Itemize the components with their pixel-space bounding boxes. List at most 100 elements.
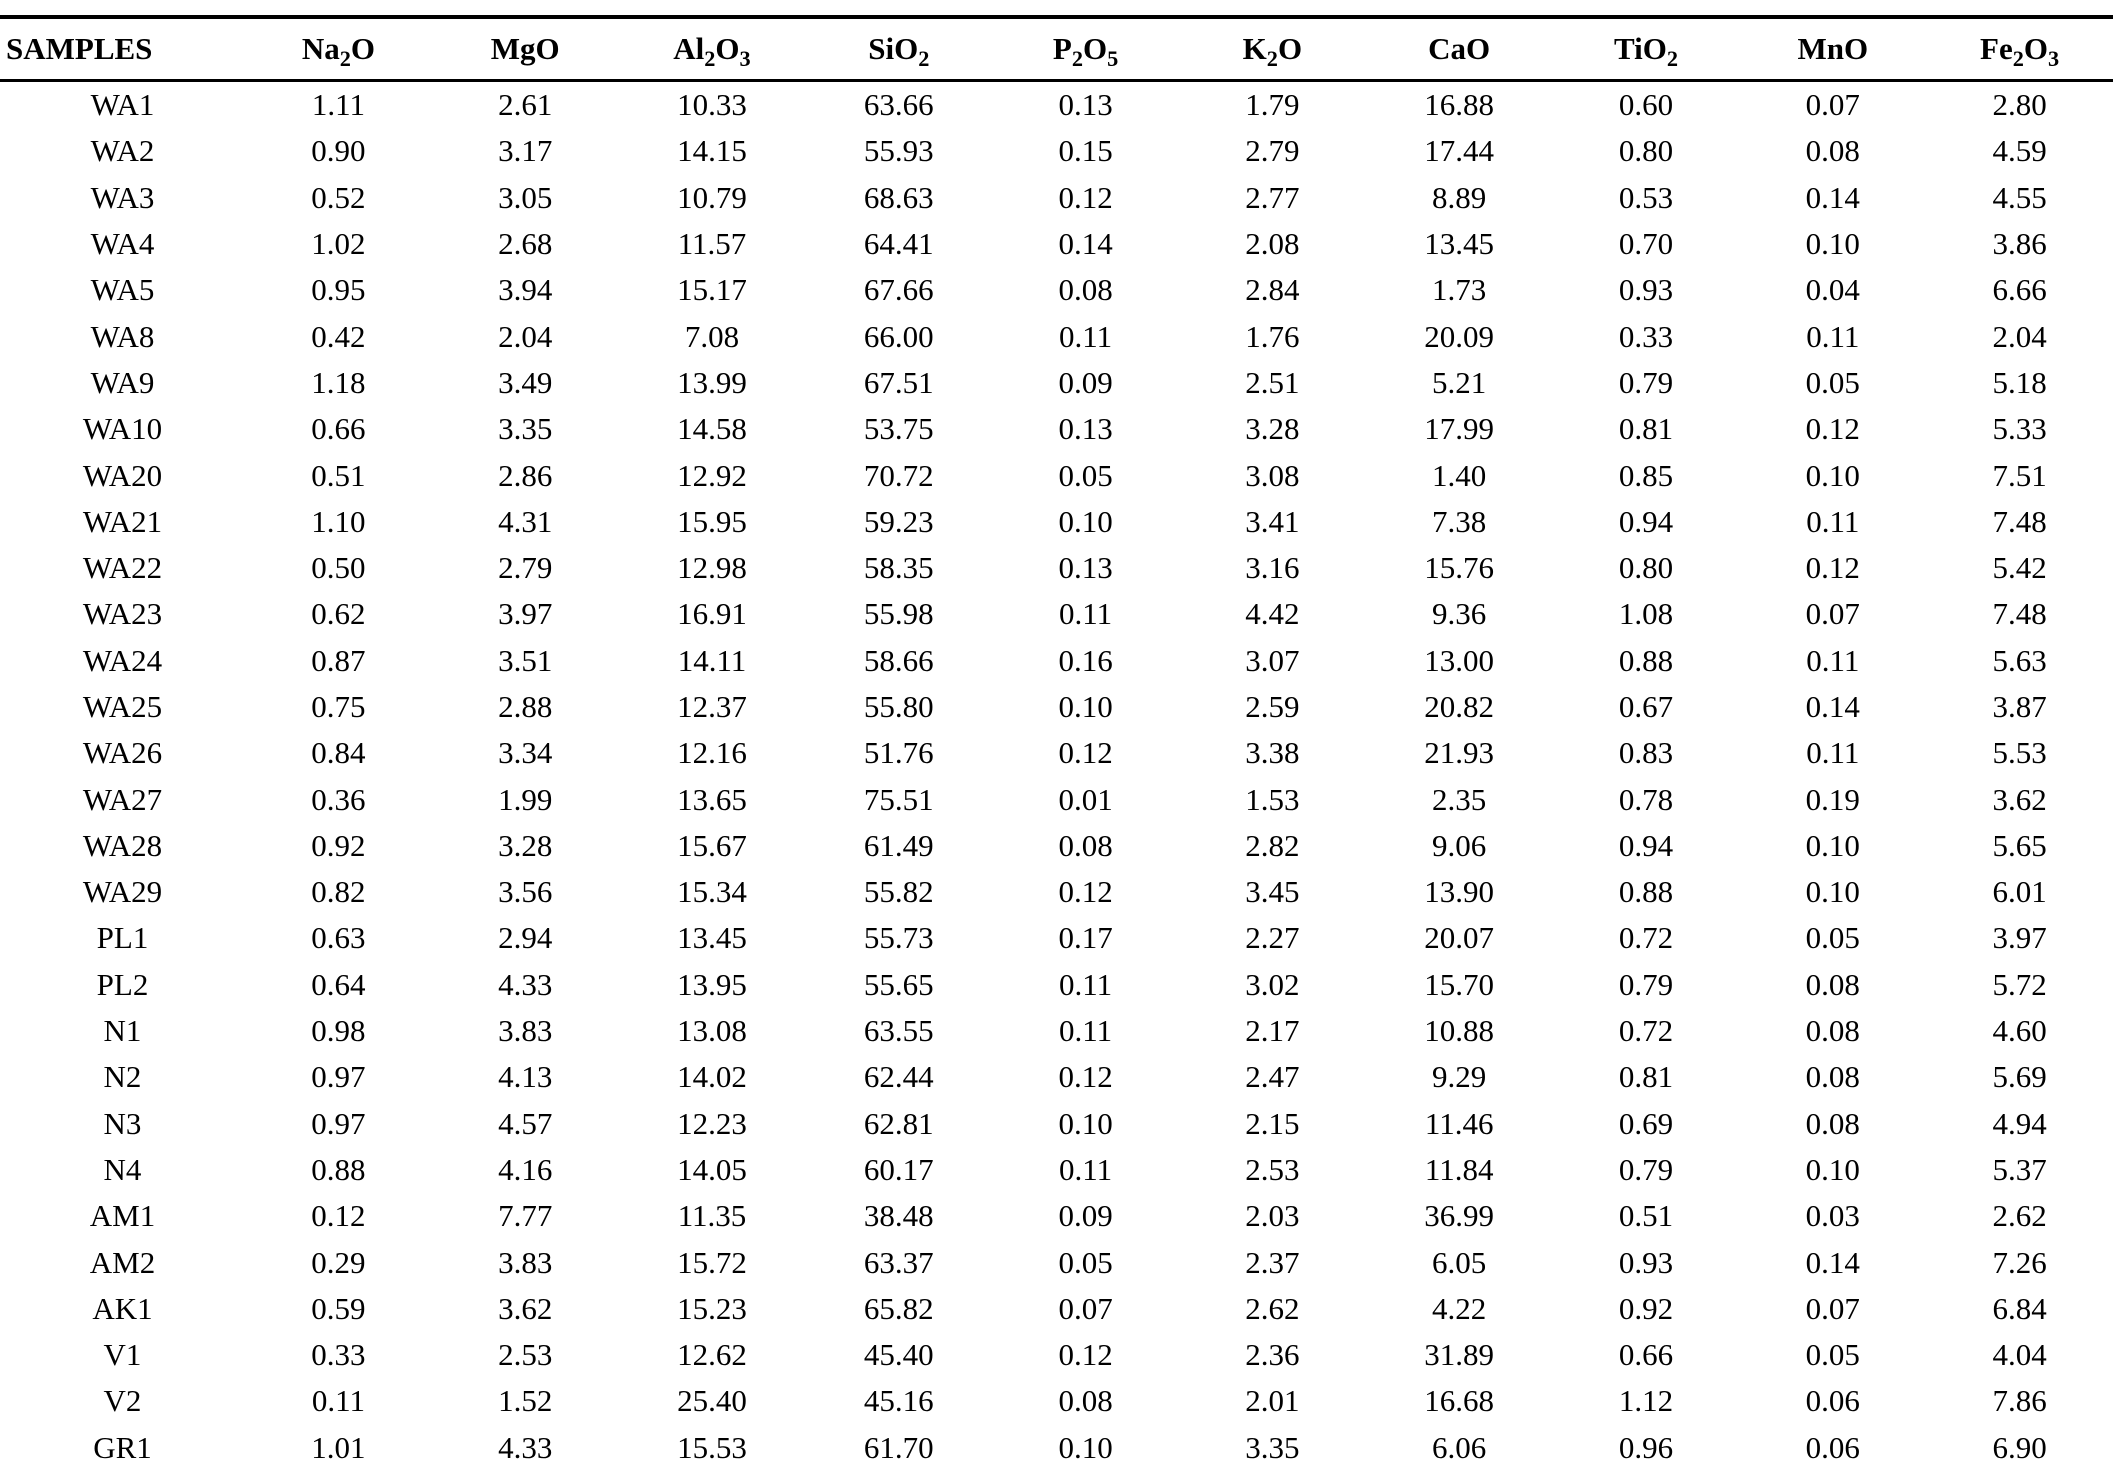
value-cell: 3.86 xyxy=(1992,226,2047,262)
value-cell: 38.48 xyxy=(863,1198,934,1234)
value-cell: 10.79 xyxy=(677,179,747,215)
value-cell: 1.08 xyxy=(1618,596,1674,632)
sample-cell: N4 xyxy=(103,1151,142,1187)
value-cell: 0.84 xyxy=(311,735,366,771)
value-cell: 62.44 xyxy=(863,1059,934,1095)
value-cell: 0.51 xyxy=(311,457,366,493)
sample-cell: WA4 xyxy=(90,226,155,262)
value-cell: 0.97 xyxy=(311,1105,366,1141)
value-cell: 0.33 xyxy=(311,1337,366,1373)
value-cell: 0.07 xyxy=(1805,596,1860,632)
header-cell-oxide: MnO xyxy=(1739,17,1927,82)
value-cell: 3.51 xyxy=(498,642,553,678)
sample-cell: WA21 xyxy=(82,503,163,539)
value-cell: 0.10 xyxy=(1805,1151,1860,1187)
header-cell-oxide: Na2O xyxy=(245,17,432,82)
value-cell: 0.80 xyxy=(1618,133,1674,169)
value-cell: 0.80 xyxy=(1618,550,1674,586)
header-cell-oxide: K2O xyxy=(1178,17,1366,82)
value-cell: 0.12 xyxy=(1058,1337,1113,1373)
sample-cell: WA5 xyxy=(90,272,155,308)
value-cell: 4.04 xyxy=(1992,1337,2047,1373)
value-cell: 3.05 xyxy=(498,179,553,215)
value-cell: 0.12 xyxy=(1058,1059,1113,1095)
value-cell: 0.07 xyxy=(1805,87,1860,123)
value-cell: 13.45 xyxy=(677,920,747,956)
header-cell-oxide: Fe2O3 xyxy=(1926,17,2113,82)
value-cell: 0.98 xyxy=(311,1013,366,1049)
value-cell: 0.11 xyxy=(1059,596,1113,632)
sample-cell: WA23 xyxy=(82,596,163,632)
value-cell: 12.37 xyxy=(677,689,747,724)
value-cell: 0.10 xyxy=(1805,827,1860,863)
value-cell: 15.23 xyxy=(677,1290,747,1326)
value-cell: 0.81 xyxy=(1618,1059,1674,1095)
value-cell: 3.62 xyxy=(1992,781,2047,817)
value-cell: 0.11 xyxy=(1806,318,1860,354)
value-cell: 0.92 xyxy=(311,827,366,863)
value-cell: 4.13 xyxy=(498,1059,553,1095)
value-cell: 0.87 xyxy=(311,642,366,678)
value-cell: 0.64 xyxy=(311,966,366,1002)
value-cell: 0.93 xyxy=(1618,272,1674,308)
value-cell: 4.33 xyxy=(498,966,553,1002)
value-cell: 0.12 xyxy=(1805,550,1860,586)
value-cell: 45.40 xyxy=(863,1337,934,1373)
value-cell: 0.70 xyxy=(1618,226,1674,262)
value-cell: 0.81 xyxy=(1618,411,1674,447)
sample-cell: AM1 xyxy=(89,1198,156,1234)
value-cell: 0.11 xyxy=(1059,1013,1113,1049)
header-row: SAMPLES Na2O MgO Al2O3 SiO2 P2O5 K2O CaO TiO2 MnO… xyxy=(0,17,2113,82)
value-cell: 0.60 xyxy=(1618,87,1674,123)
value-cell: 4.16 xyxy=(498,1151,553,1187)
value-cell: 5.63 xyxy=(1992,642,2047,678)
value-cell: 0.79 xyxy=(1618,966,1674,1002)
value-cell: 0.14 xyxy=(1805,689,1860,724)
value-cell: 55.98 xyxy=(863,596,934,632)
header-cell-oxide: P2O5 xyxy=(992,17,1179,82)
value-cell: 3.38 xyxy=(1245,735,1300,771)
value-cell: 0.08 xyxy=(1805,1059,1860,1095)
value-cell: 0.79 xyxy=(1618,364,1674,400)
value-cell: 5.42 xyxy=(1992,550,2047,586)
value-cell: 11.57 xyxy=(677,226,747,262)
value-cell: 20.07 xyxy=(1424,920,1495,956)
table-row: N1 0.98 3.83 13.08 63.55 0.11 2.17 10.88 0.72 0.0… xyxy=(0,1008,2113,1054)
value-cell: 1.18 xyxy=(311,364,366,400)
value-cell: 0.12 xyxy=(1058,735,1113,771)
sample-cell: PL1 xyxy=(96,920,149,956)
sample-cell: AK1 xyxy=(92,1290,153,1326)
sample-cell: N1 xyxy=(103,1013,142,1049)
value-cell: 0.11 xyxy=(1806,735,1860,771)
value-cell: 6.01 xyxy=(1992,874,2047,910)
sample-cell: WA22 xyxy=(82,550,163,586)
value-cell: 0.66 xyxy=(1618,1337,1674,1373)
header-cell-samples: SAMPLES xyxy=(0,17,245,82)
value-cell: 1.76 xyxy=(1245,318,1300,354)
value-cell: 0.12 xyxy=(1058,874,1113,910)
value-cell: 0.11 xyxy=(1059,1151,1113,1187)
value-cell: 3.28 xyxy=(498,827,553,863)
value-cell: 67.51 xyxy=(863,364,934,400)
value-cell: 0.50 xyxy=(311,550,366,586)
value-cell: 70.72 xyxy=(863,457,934,493)
value-cell: 17.44 xyxy=(1424,133,1495,169)
value-cell: 36.99 xyxy=(1424,1198,1495,1234)
value-cell: 2.86 xyxy=(498,457,553,493)
sample-cell: WA3 xyxy=(90,179,155,215)
value-cell: 16.68 xyxy=(1424,1383,1495,1419)
value-cell: 0.13 xyxy=(1058,550,1113,586)
value-cell: 21.93 xyxy=(1424,735,1495,771)
table-row: AM1 0.12 7.77 11.35 38.48 0.09 2.03 36.99 0.51 0.… xyxy=(0,1193,2113,1239)
value-cell: 6.66 xyxy=(1992,272,2047,308)
value-cell: 12.62 xyxy=(677,1337,747,1373)
value-cell: 0.13 xyxy=(1058,87,1113,123)
value-cell: 61.49 xyxy=(863,827,934,863)
table-body: WA1 1.11 2.61 10.33 63.66 0.13 1.79 16.88 0.60 0.… xyxy=(0,81,2113,1471)
value-cell: 3.35 xyxy=(1245,1429,1300,1465)
value-cell: 63.66 xyxy=(863,87,934,123)
table-row: WA1 1.11 2.61 10.33 63.66 0.13 1.79 16.88 0.60 0.… xyxy=(0,81,2113,129)
oxide-composition-table: SAMPLES Na2O MgO Al2O3 SiO2 P2O5 K2O CaO TiO2 MnO… xyxy=(0,15,2113,1471)
value-cell: 4.42 xyxy=(1245,596,1300,632)
value-cell: 2.47 xyxy=(1245,1059,1300,1095)
